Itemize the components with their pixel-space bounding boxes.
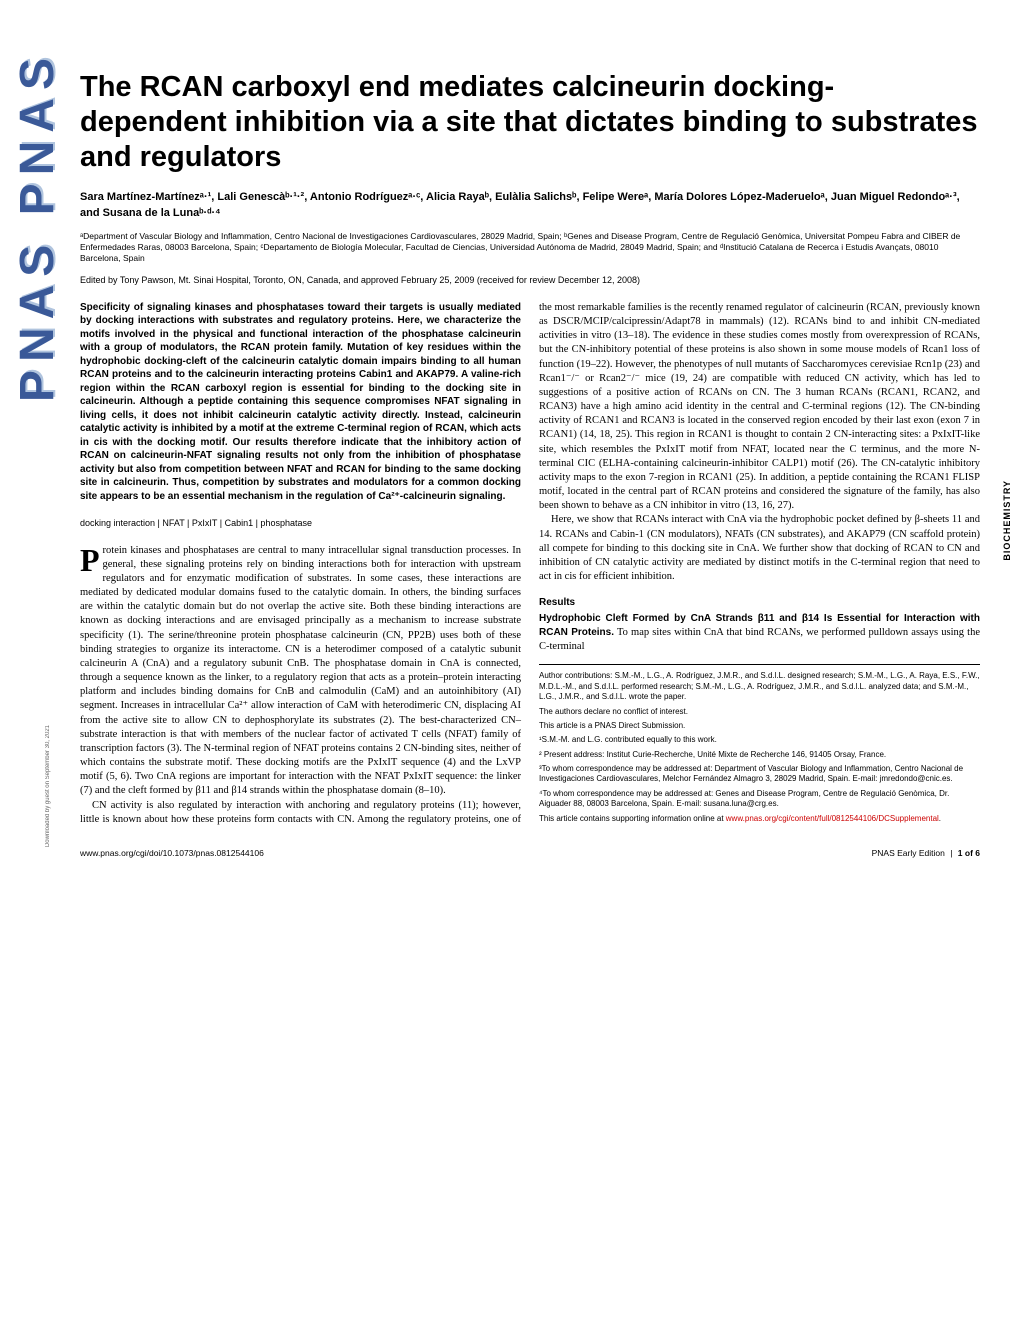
footnote-si-prefix: This article contains supporting informa… — [539, 814, 726, 823]
footer-doi: www.pnas.org/cgi/doi/10.1073/pnas.081254… — [80, 848, 264, 858]
footnote-equal-contribution: ¹S.M.-M. and L.G. contributed equally to… — [539, 735, 980, 745]
body-paragraph-1: Protein kinases and phosphatases are cen… — [80, 544, 521, 799]
authors-line: Sara Martínez-Martínezᵃ·¹, Lali Genescàᵇ… — [80, 190, 980, 221]
article-title: The RCAN carboxyl end mediates calcineur… — [80, 70, 980, 174]
footer-early-edition: PNAS Early Edition — [872, 848, 945, 858]
footer-page-info: PNAS Early Edition | 1 of 6 — [872, 848, 980, 858]
footnote-direct-submission: This article is a PNAS Direct Submission… — [539, 721, 980, 731]
pnas-logo-sidebar: PNAS PNAS — [10, 50, 65, 402]
keywords: docking interaction | NFAT | PxIxIT | Ca… — [80, 517, 521, 529]
footnote-si-link[interactable]: www.pnas.org/cgi/content/full/0812544106… — [726, 814, 939, 823]
footnote-si-suffix: . — [939, 814, 941, 823]
footnote-conflict: The authors declare no conflict of inter… — [539, 707, 980, 717]
body-paragraph-3: Here, we show that RCANs interact with C… — [539, 513, 980, 584]
body-paragraph-4: Hydrophobic Cleft Formed by CnA Strands … — [539, 612, 980, 655]
footnote-author-contributions: Author contributions: S.M.-M., L.G., A. … — [539, 671, 980, 702]
footer-page-number: 1 of 6 — [958, 848, 980, 858]
download-note: Downloaded by guest on September 30, 202… — [45, 725, 51, 847]
abstract: Specificity of signaling kinases and pho… — [80, 301, 521, 504]
footnote-supporting-info: This article contains supporting informa… — [539, 814, 980, 824]
dropcap: P — [80, 544, 103, 575]
footer-separator: | — [947, 848, 955, 858]
affiliations: ᵃDepartment of Vascular Biology and Infl… — [80, 231, 980, 264]
footnotes: Author contributions: S.M.-M., L.G., A. … — [539, 664, 980, 824]
page-footer: www.pnas.org/cgi/doi/10.1073/pnas.081254… — [80, 844, 980, 858]
section-label-sidebar: BIOCHEMISTRY — [1002, 480, 1012, 561]
edited-by-line: Edited by Tony Pawson, Mt. Sinai Hospita… — [80, 274, 980, 287]
article-body: Specificity of signaling kinases and pho… — [80, 301, 980, 828]
body-p1-text: rotein kinases and phosphatases are cent… — [80, 545, 521, 797]
footnote-present-address: ² Present address: Institut Curie-Recher… — [539, 750, 980, 760]
footnote-correspondence-2: ⁴To whom correspondence may be addressed… — [539, 789, 980, 810]
results-heading: Results — [539, 596, 980, 610]
footnote-correspondence-1: ³To whom correspondence may be addressed… — [539, 764, 980, 785]
